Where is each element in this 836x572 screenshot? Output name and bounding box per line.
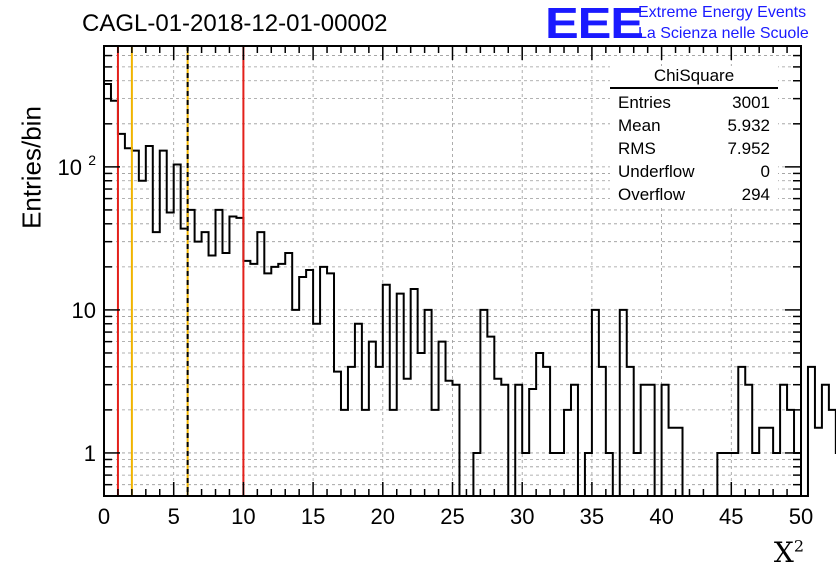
stats-value: 5.932 [727,116,770,135]
stats-row: RMS 7.952 [610,137,778,160]
stats-label: Overflow [618,185,686,204]
stats-value: 294 [741,185,770,204]
eee-logo: EEE [545,0,644,48]
stats-value: 3001 [732,93,770,112]
x-axis-label: X2 [774,536,804,569]
stats-rows: Entries 3001 Mean 5.932 RMS 7.952 Underflow 0 Ov… [610,91,778,206]
y-tick-label-sup: 2 [88,152,96,168]
logo-line-2: La Scienza nelle Scuole [638,25,809,42]
x-tick-label: 35 [580,504,604,529]
x-tick-label: 45 [719,504,743,529]
x-tick-label: 25 [440,504,464,529]
stats-title: ChiSquare [610,66,778,89]
stats-label: Entries [618,93,671,112]
stats-label: Underflow [618,162,695,181]
x-tick-label: 5 [168,504,180,529]
y-tick-label: 1 [84,441,96,466]
y-tick-label: 10 [72,298,96,323]
logo-line-1: Extreme Energy Events [638,4,807,21]
stats-row: Mean 5.932 [610,114,778,137]
stats-row: Underflow 0 [610,160,778,183]
histogram-line [104,82,836,497]
x-tick-label: 0 [98,504,110,529]
stats-row: Overflow 294 [610,183,778,206]
x-tick-label: 40 [649,504,673,529]
stats-label: Mean [618,116,661,135]
stats-value: 7.952 [727,139,770,158]
x-tick-label: 10 [231,504,255,529]
stats-label: RMS [618,139,656,158]
stats-row: Entries 3001 [610,91,778,114]
x-axis-label-text: X [773,536,794,569]
stats-value: 0 [760,162,770,181]
x-tick-label: 50 [789,504,813,529]
chart-title: CAGL-01-2018-12-01-00002 [82,10,388,37]
x-tick-label: 20 [371,504,395,529]
x-tick-label: 30 [510,504,534,529]
x-tick-label: 15 [301,504,325,529]
stats-box: ChiSquare Entries 3001 Mean 5.932 RMS 7.952 Un… [610,66,778,206]
x-axis-label-sup: 2 [793,536,804,556]
y-tick-label: 10 [58,155,82,180]
